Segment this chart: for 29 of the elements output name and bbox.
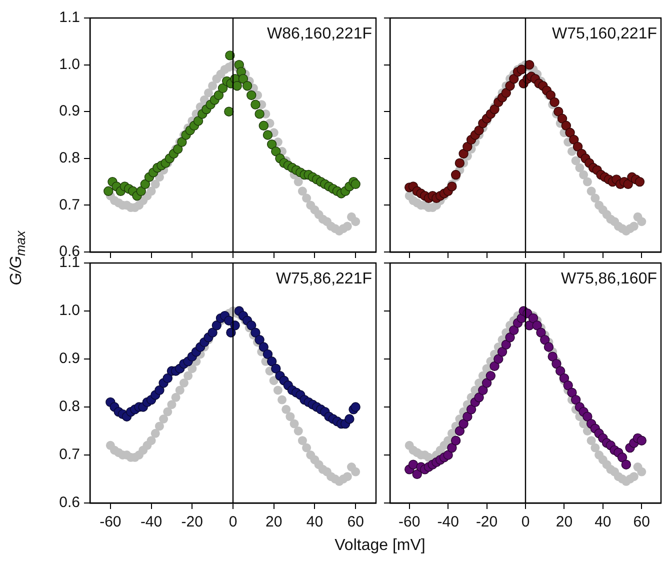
- annotation: W75,86,221F: [276, 270, 372, 288]
- x-tick-label: 60: [347, 514, 364, 531]
- annotation: W75,86,160F: [560, 270, 658, 288]
- y-tick-label: 0.9: [59, 102, 80, 120]
- x-tick-label: -40: [140, 514, 162, 531]
- y-tick-label: 1.0: [59, 56, 80, 73]
- annotation: W86,160,221F: [267, 25, 372, 42]
- x-tick-label: 20: [556, 514, 573, 531]
- x-tick-label: 40: [306, 514, 324, 531]
- y-tick-label: 1.1: [59, 9, 80, 26]
- y-tick-label: 0.9: [59, 350, 80, 368]
- x-axis-title: Voltage [mV]: [334, 537, 426, 555]
- x-tick-label: -60: [100, 514, 122, 531]
- x-tick-label: -20: [181, 514, 203, 531]
- x-tick-label: 60: [633, 514, 650, 531]
- y-tick-label: 0.8: [59, 398, 80, 416]
- y-tick-label: 0.7: [59, 196, 80, 214]
- y-tick-label: 0.7: [59, 446, 80, 464]
- y-tick-label: 0.6: [59, 494, 80, 512]
- x-tick-label: 40: [594, 514, 612, 531]
- x-tick-label: 20: [266, 514, 282, 531]
- y-tick-label: 1.0: [59, 302, 80, 320]
- annotation: W75,160,221F: [552, 25, 658, 42]
- x-tick-label: -40: [437, 514, 459, 531]
- x-tick-label: 0: [521, 514, 530, 531]
- y-tick-label: 0.8: [59, 150, 80, 167]
- x-tick-label: -20: [476, 514, 498, 531]
- x-tick-label: -60: [398, 514, 420, 531]
- x-tick-label: 0: [228, 514, 238, 531]
